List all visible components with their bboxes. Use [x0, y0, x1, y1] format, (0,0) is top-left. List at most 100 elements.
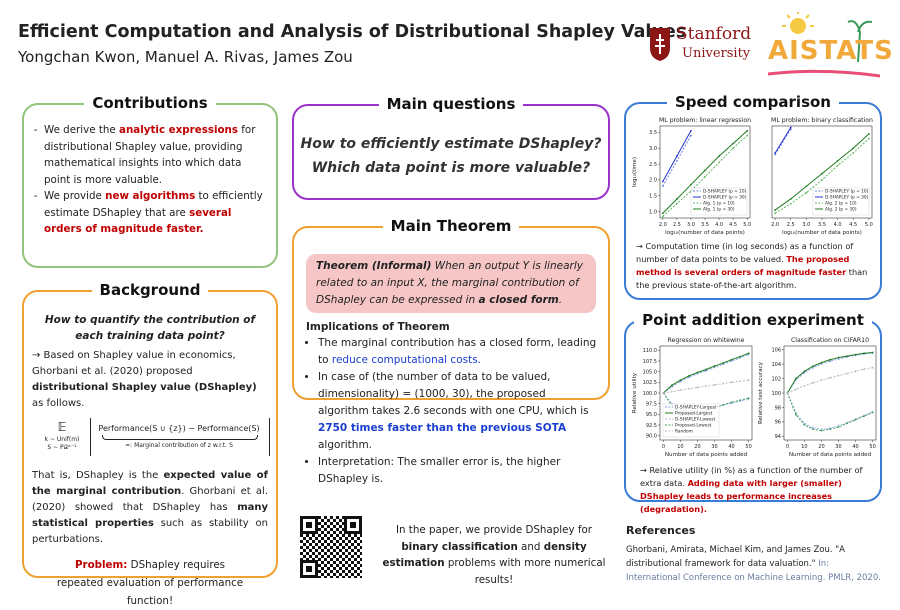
question: How to quantify the contribution of each…: [44, 314, 256, 342]
series-marker: [679, 389, 682, 391]
text-run: density estimation: [382, 540, 587, 570]
x-axis-label: Number of data points added: [789, 452, 872, 458]
series-line: [774, 128, 792, 155]
series-marker: [837, 358, 840, 360]
series-marker: [704, 175, 706, 178]
paragraph: That is, DShapley is the expected value …: [32, 468, 268, 548]
series-marker: [812, 428, 814, 431]
series-marker: [795, 413, 797, 416]
series-marker: [854, 370, 857, 373]
series-marker: [774, 152, 777, 154]
y-tick-label: 105.0: [643, 369, 657, 375]
series-marker: [837, 424, 840, 427]
text-run: for distributional Shapley value, provid…: [44, 124, 256, 186]
series-marker: [846, 422, 848, 425]
series-marker: [713, 365, 716, 367]
series-marker: [836, 159, 839, 162]
stanford-university: University: [682, 46, 751, 61]
series-line: [786, 392, 873, 430]
x-tick-label: 20: [818, 444, 824, 450]
series-marker: [837, 374, 840, 377]
y-tick-label: 102: [771, 376, 781, 382]
series-marker: [795, 388, 797, 391]
series-marker: [867, 133, 870, 135]
series-marker: [661, 215, 664, 218]
series-marker: [812, 365, 814, 368]
paper-note: In the paper, we provide DShapley for bi…: [376, 522, 612, 588]
series-marker: [696, 386, 699, 389]
series-marker: [863, 368, 865, 371]
series-marker: [747, 397, 750, 400]
reference: Ghorbani, Amirata, Michael Kim, and Jame…: [626, 543, 882, 585]
series-marker: [820, 361, 823, 364]
text-run: In case of (the number of data to be val…: [318, 371, 589, 417]
series-marker: [852, 147, 855, 150]
text-run: The proposed method is several orders of…: [636, 254, 850, 277]
bullet: The marginal contribution has a closed f…: [318, 335, 598, 369]
text-run: → Based on Shapley value in economics, G…: [32, 350, 236, 377]
text-run: distributional Shapley value (DShapley): [32, 382, 257, 393]
x-tick-label: 3.0: [802, 222, 810, 228]
text-run: than the previous state-of-the-art algor…: [636, 267, 868, 290]
x-tick-label: 4.5: [849, 222, 857, 228]
y-tick-label: 100: [771, 391, 781, 397]
series-marker: [846, 372, 848, 375]
series-marker: [820, 429, 823, 432]
series-marker: [730, 381, 733, 384]
series-marker: [747, 353, 750, 356]
legend-label: Proposed-Lowest: [675, 423, 712, 429]
x-tick-label: 0: [786, 444, 789, 450]
x-tick-label: 30: [711, 444, 717, 450]
y-tick-label: 92.5: [646, 423, 657, 429]
text-run: We provide: [44, 190, 106, 202]
questions: How to efficiently estimate DShapley? Wh…: [294, 132, 608, 180]
series-marker: [795, 377, 797, 380]
x-axis-label: log₁₀(number of data points): [665, 230, 745, 236]
stanford-shield: [650, 28, 670, 61]
series-marker: [774, 153, 777, 156]
series-marker: [730, 360, 733, 362]
series-marker: [812, 366, 814, 369]
text-run: binary classification: [401, 540, 518, 553]
aistats-art: [767, 10, 881, 78]
text-run: such as stability on perturbations.: [32, 518, 268, 545]
text-run: new algorithms: [105, 190, 196, 202]
stanford-logo: Stanford University: [648, 24, 751, 68]
text-run: many statistical properties: [32, 502, 268, 529]
poster-title: Efficient Computation and Analysis of Di…: [18, 22, 687, 42]
series-marker: [829, 428, 831, 431]
series-marker: [820, 379, 823, 381]
series-marker: [746, 134, 749, 137]
text-run: problems with more numerical results!: [444, 557, 606, 586]
subscript: k ∼ Unif(m): [44, 436, 80, 443]
text-run: That is, DShapley is the: [32, 470, 164, 481]
text-run: expected value of the marginal contribut…: [32, 470, 268, 497]
series-marker: [661, 185, 664, 188]
series-marker: [671, 390, 673, 393]
bullet: We derive the analytic expressions for d…: [44, 122, 268, 188]
text-run: We derive the: [44, 124, 120, 136]
series-marker: [718, 155, 720, 158]
text-run: In: International Conference on Machine …: [626, 559, 881, 583]
series-marker: [705, 385, 707, 388]
series-marker: [690, 183, 692, 186]
series-marker: [739, 357, 741, 359]
caption: → Computation time (in log seconds) as a…: [636, 240, 874, 292]
series-marker: [789, 198, 792, 200]
section-heading: Background: [91, 280, 209, 300]
y-tick-label: 2.5: [649, 162, 657, 168]
legend-label: D-SHAPLEY (p = 10): [703, 189, 747, 195]
series-marker: [722, 382, 724, 385]
legend-label: D-SHAPLEY (p = 30): [703, 195, 747, 201]
implications-heading: Implications of Theorem: [306, 321, 450, 333]
series-marker: [688, 376, 690, 379]
y-tick-label: 102.5: [643, 380, 657, 386]
legend-box: [812, 187, 870, 216]
series-line: [787, 367, 873, 394]
series-marker: [852, 152, 855, 154]
paragraph: → Based on Shapley value in economics, G…: [32, 348, 268, 412]
series-marker: [722, 363, 724, 366]
series-marker: [871, 411, 874, 414]
series-marker: [747, 398, 750, 401]
